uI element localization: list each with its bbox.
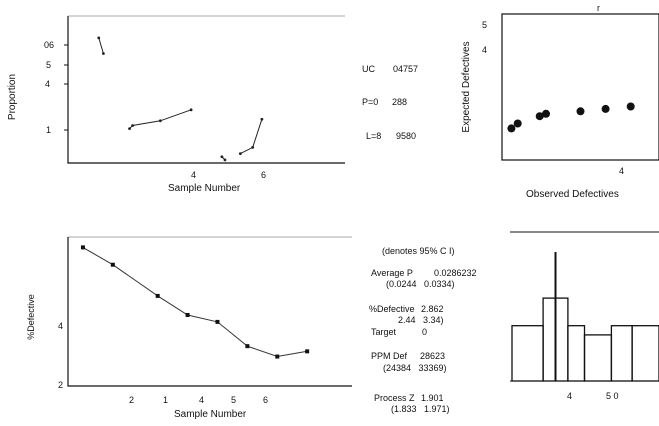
proportion-point [260,117,264,121]
panel3-xtick: 1 [163,395,169,405]
scatter-point [601,104,610,113]
panel3-ylabel: %Defective [26,294,36,340]
scatter-point [576,107,585,116]
panel3-xtick: 2 [129,395,135,405]
scatter-point [626,102,635,111]
panel1-ytick: 1 [46,125,52,135]
scatter-point [507,124,516,133]
pct-defective-point [305,349,310,354]
pct-defective-point [275,354,280,359]
center-label: P=0 [362,97,379,107]
avg-p-ci: (0.0244 0.0334) [386,279,455,289]
panel-top-left [67,15,345,164]
panel3-ytick: 2 [58,380,64,390]
proportion-point [131,124,135,127]
proportion-point [101,52,105,55]
panel1-ytick: 4 [45,79,51,89]
panel-top-right [501,13,659,161]
scatter-point [542,109,550,118]
center-value: 288 [392,97,408,107]
panel2-top-label: r [597,3,600,13]
pct-def-value: 2.862 [421,304,444,314]
proportion-point [223,158,227,162]
pct-defective-point [80,245,85,250]
avg-p-value: 0.0286232 [434,268,477,278]
scatter-point [513,119,522,128]
panel4-xtick: 4 [567,391,573,401]
pct-def-ci: 2.44 3.34) [398,315,444,325]
proportion-point [189,108,193,112]
pct-defective-point [155,293,160,298]
panel1-ylabel: Proportion [7,73,18,121]
panel-bottom-left [67,236,352,387]
ppm-label: PPM Def [371,351,408,361]
pct-defective-point [185,312,190,317]
ucl-value: 04757 [393,64,419,74]
panel4-xtick: 5 0 [606,391,619,401]
histogram-bar [511,325,544,382]
histogram-bar [567,325,586,382]
ppm-ci: (24384 33369) [383,363,447,373]
panel1-xtick: 6 [261,170,267,180]
pct-defective-point [215,319,220,324]
z-label: Process Z [374,393,415,403]
panel1-ytick: 5 [46,60,52,70]
lcl-value: 9580 [396,131,417,141]
histogram-bar [583,334,613,382]
panel1-xlabel: Sample Number [168,183,241,194]
proportion-point [220,155,224,159]
panel1-xtick: 4 [191,170,197,180]
ucl-label: UC [362,64,375,74]
panel3-ytick: 4 [58,321,64,331]
histogram-bar [610,325,633,382]
z-ci: (1.833 1.971) [391,404,450,414]
panel2-xlabel: Observed Defectives [526,189,619,200]
pct-def-label: %Defective [369,304,415,314]
panel2-ylabel: Expected Defectives [461,41,472,133]
panel2-ytick: 4 [482,45,488,55]
panel3-xtick: 6 [263,395,269,405]
proportion-point [128,127,131,130]
proportion-point [97,36,101,40]
proportion-point [238,152,242,156]
panel3-xlabel: Sample Number [174,409,247,420]
pct-defective-point [245,344,250,349]
target-value: 0 [422,327,428,337]
proportion-series-line [129,109,192,129]
lcl-label: L=8 [366,131,382,141]
scatter-point [535,112,544,121]
avg-p-label: Average P [371,268,413,278]
panel3-xtick: 4 [199,395,205,405]
ppm-value: 28623 [420,351,446,361]
target-label: Target [371,327,397,337]
panel2-ytick: 5 [482,20,488,30]
proportion-series-line [240,119,263,155]
proportion-point [158,119,162,123]
stats-header: (denotes 95% C I) [382,246,455,256]
panel2-xtick: 4 [619,166,625,176]
z-value: 1.901 [421,393,444,403]
panel3-xtick: 5 [231,395,237,405]
histogram-bar [631,325,659,382]
pct-defective-point [110,262,115,267]
panel1-ytick: 06 [44,40,55,50]
proportion-point [251,145,255,149]
pct-defective-line [82,246,308,358]
proportion-series-line [98,37,104,54]
